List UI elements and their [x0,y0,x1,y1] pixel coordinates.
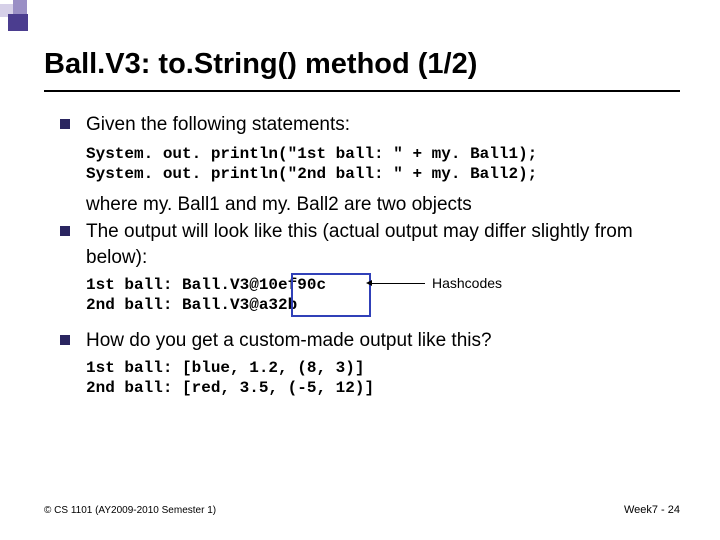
hashcode-label: Hashcodes [432,275,502,291]
footer-page-number: Week7 - 24 [624,504,680,516]
hashcode-highlight-box [291,273,371,317]
output-line-1: 1st ball: Ball.V3@10ef90c [86,275,676,296]
hashcode-arrow [371,283,425,284]
slide-title: Ball.V3: to.String() method (1/2) [44,48,680,81]
indent-text-1: where my. Ball1 and my. Ball2 are two ob… [86,192,676,218]
code-block-1: System. out. println("1st ball: " + my. … [86,144,676,184]
output-line-4: 2nd ball: [red, 3.5, (-5, 12)] [86,379,374,397]
output-block-1: 1st ball: Ball.V3@10ef90c 2nd ball: Ball… [86,275,676,317]
output-line-2: 2nd ball: Ball.V3@a32b [86,295,676,316]
bullet-3: How do you get a custom-made output like… [60,328,676,354]
bullet-3-text: How do you get a custom-made output like… [86,328,492,354]
bullet-square-icon [60,335,70,345]
bullet-square-icon [60,119,70,129]
bullet-2: The output will look like this (actual o… [60,219,676,270]
footer-copyright: © CS 1101 (AY2009-2010 Semester 1) [44,505,216,516]
bullet-2-text: The output will look like this (actual o… [86,219,676,270]
decor-square-mid [13,0,27,14]
decor-square-dark [8,14,28,31]
bullet-1-text: Given the following statements: [86,112,350,138]
title-underline [44,90,680,92]
output-block-2: 1st ball: [blue, 1.2, (8, 3)] 2nd ball: … [86,358,676,398]
code-line-2: System. out. println("2nd ball: " + my. … [86,165,537,183]
code-line-1: System. out. println("1st ball: " + my. … [86,145,537,163]
output-line-3: 1st ball: [blue, 1.2, (8, 3)] [86,359,364,377]
bullet-1: Given the following statements: [60,112,676,138]
bullet-square-icon [60,226,70,236]
corner-decoration [0,0,30,30]
slide-content: Given the following statements: System. … [60,112,676,406]
